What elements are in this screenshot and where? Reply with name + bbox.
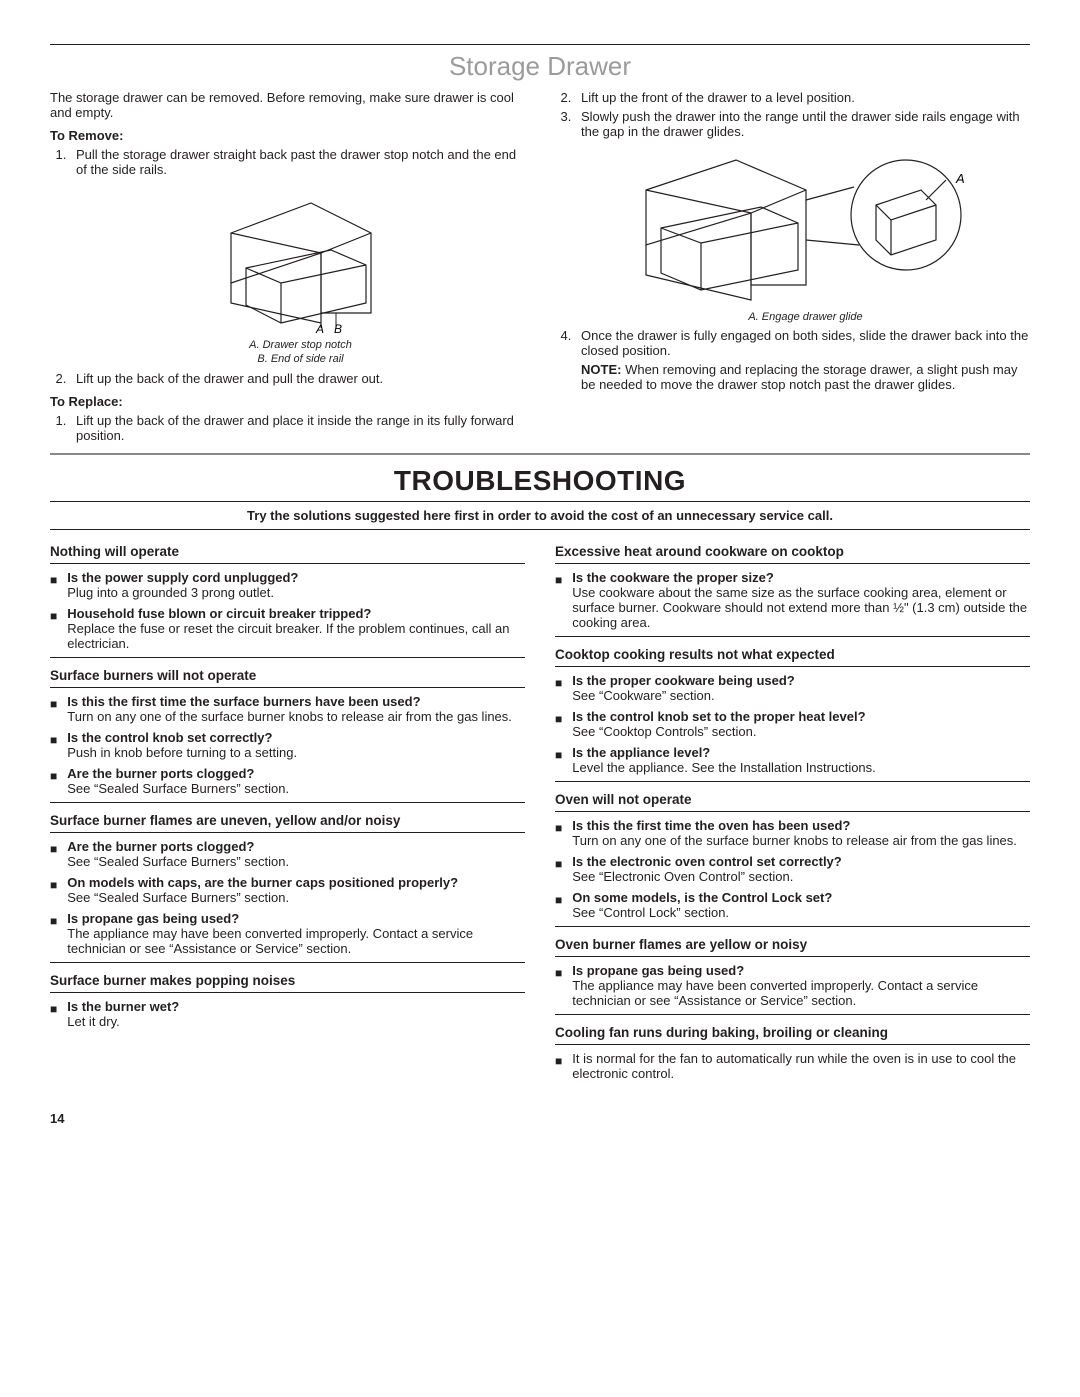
ts-r-s1-title: Excessive heat around cookware on cookto… — [555, 544, 1030, 559]
bullet-icon: ■ — [50, 841, 57, 869]
ts-col-right: Excessive heat around cookware on cookto… — [555, 534, 1030, 1087]
right-step-2: Lift up the front of the drawer to a lev… — [575, 90, 1030, 105]
troubleshooting-intro: Try the solutions suggested here first i… — [50, 508, 1030, 523]
right-step-4: Once the drawer is fully engaged on both… — [575, 328, 1030, 392]
ts-l-s4-i1: ■Is the burner wet?Let it dry. — [50, 999, 525, 1029]
ts-l-s2-i3: ■Are the burner ports clogged?See “Seale… — [50, 766, 525, 796]
figure-2: A A. Engage drawer glide — [581, 145, 1030, 324]
right-step-3: Slowly push the drawer into the range un… — [575, 109, 1030, 324]
bullet-icon: ■ — [50, 1001, 57, 1029]
ts-r-s1-i1: ■Is the cookware the proper size?Use coo… — [555, 570, 1030, 630]
ts-columns: Nothing will operate ■Is the power suppl… — [50, 534, 1030, 1087]
bullet-icon: ■ — [50, 572, 57, 600]
ts-l-s1-title: Nothing will operate — [50, 544, 525, 559]
ts-r-s3-title: Oven will not operate — [555, 792, 1030, 807]
bullet-icon: ■ — [555, 747, 562, 775]
ts-r-s2-i3: ■Is the appliance level?Level the applia… — [555, 745, 1030, 775]
bullet-icon: ■ — [555, 711, 562, 739]
ts-l-s2-i1: ■Is this the first time the surface burn… — [50, 694, 525, 724]
ts-r-s3-i2: ■Is the electronic oven control set corr… — [555, 854, 1030, 884]
ts-col-left: Nothing will operate ■Is the power suppl… — [50, 534, 525, 1087]
ts-l-s3-title: Surface burner flames are uneven, yellow… — [50, 813, 525, 828]
section-title-storage: Storage Drawer — [50, 51, 1030, 82]
replace-list: Lift up the back of the drawer and place… — [50, 413, 525, 443]
remove-step-2: Lift up the back of the drawer and pull … — [70, 371, 525, 386]
fig1-caption: A. Drawer stop notch B. End of side rail — [76, 338, 525, 367]
bullet-icon: ■ — [555, 965, 562, 1008]
bullet-icon: ■ — [50, 877, 57, 905]
ts-r-s2-i2: ■Is the control knob set to the proper h… — [555, 709, 1030, 739]
fig1-label-b: B — [334, 322, 342, 333]
bullet-icon: ■ — [555, 675, 562, 703]
ts-r-s2-i1: ■Is the proper cookware being used?See “… — [555, 673, 1030, 703]
bullet-icon: ■ — [555, 572, 562, 630]
replace-right-list: Lift up the front of the drawer to a lev… — [555, 90, 1030, 392]
ts-r-s4-i1: ■Is propane gas being used?The appliance… — [555, 963, 1030, 1008]
ts-r-s2-title: Cooktop cooking results not what expecte… — [555, 647, 1030, 662]
storage-col-right: Lift up the front of the drawer to a lev… — [555, 86, 1030, 447]
page-number: 14 — [50, 1111, 1030, 1126]
ts-l-s3-i2: ■On models with caps, are the burner cap… — [50, 875, 525, 905]
to-remove-head: To Remove: — [50, 128, 525, 143]
replace-step-1: Lift up the back of the drawer and place… — [70, 413, 525, 443]
bullet-icon: ■ — [50, 732, 57, 760]
ts-l-s1-i1: ■Is the power supply cord unplugged?Plug… — [50, 570, 525, 600]
bullet-icon: ■ — [555, 820, 562, 848]
figure-1: A B A. Drawer stop notch B. End of side … — [76, 183, 525, 367]
ts-l-s1-i2: ■Household fuse blown or circuit breaker… — [50, 606, 525, 651]
bullet-icon: ■ — [50, 608, 57, 651]
fig2-caption: A. Engage drawer glide — [581, 310, 1030, 324]
remove-list: Pull the storage drawer straight back pa… — [50, 147, 525, 386]
bullet-icon: ■ — [555, 892, 562, 920]
ts-r-s4-title: Oven burner flames are yellow or noisy — [555, 937, 1030, 952]
ts-r-s3-i3: ■On some models, is the Control Lock set… — [555, 890, 1030, 920]
remove-step-1: Pull the storage drawer straight back pa… — [70, 147, 525, 367]
to-replace-head: To Replace: — [50, 394, 525, 409]
ts-l-s2-title: Surface burners will not operate — [50, 668, 525, 683]
ts-r-s5-i1: ■It is normal for the fan to automatical… — [555, 1051, 1030, 1081]
ts-l-s3-i1: ■Are the burner ports clogged?See “Seale… — [50, 839, 525, 869]
ts-r-s5-title: Cooling fan runs during baking, broiling… — [555, 1025, 1030, 1040]
bullet-icon: ■ — [555, 1053, 562, 1081]
bullet-icon: ■ — [50, 696, 57, 724]
storage-columns: The storage drawer can be removed. Befor… — [50, 86, 1030, 447]
fig1-label-a: A — [315, 322, 324, 333]
fig2-label-a: A — [955, 171, 965, 186]
bullet-icon: ■ — [50, 913, 57, 956]
ts-r-s3-i1: ■Is this the first time the oven has bee… — [555, 818, 1030, 848]
storage-note: NOTE: When removing and replacing the st… — [581, 362, 1030, 392]
ts-l-s4-title: Surface burner makes popping noises — [50, 973, 525, 988]
bullet-icon: ■ — [50, 768, 57, 796]
storage-col-left: The storage drawer can be removed. Befor… — [50, 86, 525, 447]
troubleshooting-heading: TROUBLESHOOTING — [50, 465, 1030, 497]
ts-l-s3-i3: ■Is propane gas being used?The appliance… — [50, 911, 525, 956]
bullet-icon: ■ — [555, 856, 562, 884]
storage-intro: The storage drawer can be removed. Befor… — [50, 90, 525, 120]
ts-l-s2-i2: ■Is the control knob set correctly?Push … — [50, 730, 525, 760]
